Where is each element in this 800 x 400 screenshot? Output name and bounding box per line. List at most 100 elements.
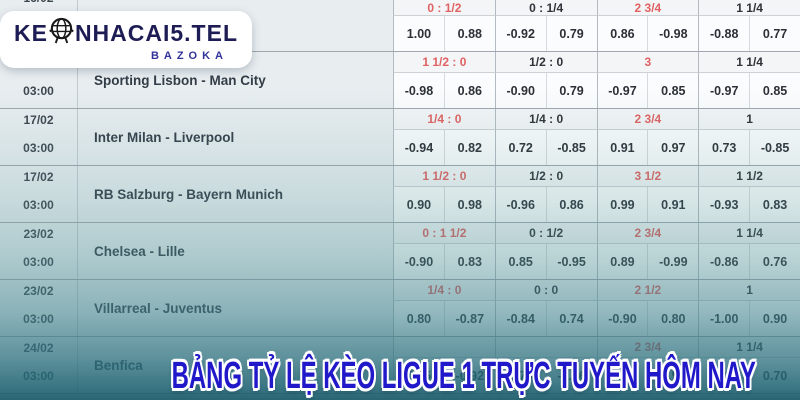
odds-cell[interactable]: 0.74	[545, 301, 597, 336]
odds-cell[interactable]: 0.82	[443, 130, 495, 165]
odds-cell[interactable]: -0.95	[545, 244, 597, 279]
odds-cell[interactable]: 0.86	[596, 16, 648, 51]
odds-cell[interactable]: -0.94	[393, 130, 444, 165]
odds-cell[interactable]: 0.72	[494, 130, 546, 165]
odds-cell[interactable]: -0.84	[494, 301, 546, 336]
odds-cell[interactable]: 0.90	[393, 187, 444, 222]
odds-cell[interactable]: 0.85	[393, 358, 444, 393]
site-logo[interactable]: KE NHACAI5.TEL BAZOKA	[0, 11, 252, 68]
odds-cell-label: 0.91	[661, 197, 686, 212]
odds-cell-label: 0.70	[762, 368, 788, 383]
brand-tagline: BAZOKA	[150, 50, 228, 62]
odds-cell[interactable]: 0.89	[596, 244, 648, 279]
date-cell: 23/02	[0, 223, 77, 244]
odds-cell[interactable]: -0.93	[698, 187, 750, 222]
time-cell: 03:00	[0, 244, 77, 279]
odds-cell-label: 0.97	[661, 140, 686, 155]
date-cell: 17/02	[0, 166, 77, 187]
match-name[interactable]: Villarreal - Juventus	[77, 280, 393, 336]
odds-cell[interactable]: 0.73	[698, 130, 750, 165]
odds-cell[interactable]: -0.86	[545, 358, 597, 393]
odds-cell[interactable]: 0.97	[647, 130, 699, 165]
odds-cell[interactable]: -0.98	[647, 16, 699, 51]
odds-cell[interactable]: 0.86	[443, 73, 495, 108]
odds-cell[interactable]: 0.85	[647, 73, 699, 108]
odds-cell[interactable]: 1.00	[393, 16, 444, 51]
odds-cell-label: 0.80	[406, 311, 432, 326]
odds-cell-label: 0.99	[610, 197, 635, 212]
odds-cell[interactable]: 0.88	[443, 16, 495, 51]
odds-cell[interactable]: 0.95	[647, 358, 699, 393]
odds-cell-label: 0.86	[610, 26, 635, 41]
odds-cell[interactable]: 0.98	[443, 187, 495, 222]
handicap-cell-label: 1 1/2	[736, 169, 763, 183]
odds-cell[interactable]: -0.92	[443, 358, 495, 393]
match-name[interactable]: Benfica	[77, 337, 393, 393]
odds-cell[interactable]: -0.90	[494, 73, 546, 108]
odds-cell[interactable]: -0.99	[647, 244, 699, 279]
odds-cell-label: -0.84	[506, 311, 535, 326]
odds-cell-label: 0.83	[457, 254, 482, 269]
odds-cell[interactable]: 0.77	[749, 16, 800, 51]
odds-cell[interactable]: 0.91	[647, 187, 699, 222]
odds-cell[interactable]: 0.79	[545, 73, 597, 108]
odds-cell-label: 0.73	[712, 140, 737, 155]
odds-cell[interactable]: -0.90	[393, 244, 444, 279]
odds-cell[interactable]: -1.00	[698, 301, 750, 336]
match-name[interactable]: Chelsea - Lille	[77, 223, 393, 279]
handicap-cell: 1 1/4	[698, 337, 800, 358]
odds-cell[interactable]: 0.70	[749, 358, 800, 393]
match-row: 23/02 03:00 Chelsea - Lille 0 : 1 1/2 0 : 1/…	[0, 222, 800, 279]
handicap-cell: 1	[698, 109, 800, 130]
odds-cell-label: 0.98	[457, 197, 482, 212]
odds-cell[interactable]: -0.80	[698, 358, 750, 393]
match-name[interactable]: RB Salzburg - Bayern Munich	[77, 166, 393, 222]
odds-cell[interactable]: 0.95	[596, 358, 648, 393]
odds-cell[interactable]: -0.85	[749, 130, 800, 165]
odds-cell[interactable]: -0.92	[494, 16, 546, 51]
odds-cell[interactable]: 0.85	[749, 73, 800, 108]
odds-cell[interactable]: -0.98	[393, 73, 444, 108]
time-cell-label: 03:00	[23, 311, 54, 326]
handicap-cell-label: 1/2 : 0	[529, 55, 564, 69]
odds-cell[interactable]: 0.76	[494, 358, 546, 393]
odds-cell-label: 0.80	[661, 311, 686, 326]
odds-cell[interactable]: -0.96	[494, 187, 546, 222]
handicap-cell: 2 3/4	[596, 223, 699, 244]
odds-cell[interactable]: 0.90	[749, 301, 800, 336]
handicap-cell-label: 1	[746, 283, 753, 297]
odds-cell[interactable]: 0.76	[749, 244, 800, 279]
odds-cell[interactable]: 0.83	[443, 244, 495, 279]
odds-cell[interactable]: 0.80	[647, 301, 699, 336]
odds-cell[interactable]: -0.97	[596, 73, 648, 108]
match-row: 23/02 03:00 Villarreal - Juventus 1/4 : 0 0 …	[0, 279, 800, 336]
odds-cell[interactable]: 0.85	[494, 244, 546, 279]
time-cell: 03:00	[0, 358, 77, 393]
handicap-cell-label: 1/2 : 0	[529, 169, 564, 183]
odds-cell[interactable]: -0.97	[698, 73, 750, 108]
date-cell-label: 16/02	[23, 0, 53, 5]
odds-cell[interactable]: 0.80	[393, 301, 444, 336]
odds-cell-label: 0.72	[508, 140, 533, 155]
handicap-cell-label: 1 1/4	[736, 55, 763, 69]
odds-cell[interactable]: -0.86	[698, 244, 750, 279]
brand-name-pre: KE	[13, 20, 48, 46]
handicap-cell: 3 1/2	[596, 166, 699, 187]
odds-cell[interactable]: 0.79	[545, 16, 597, 51]
odds-cell-label: -0.86	[709, 254, 739, 269]
odds-cell[interactable]: -0.87	[443, 301, 495, 336]
odds-cell[interactable]: 0.83	[749, 187, 800, 222]
match-name[interactable]: Inter Milan - Liverpool	[77, 109, 393, 165]
odds-cell[interactable]: 0.91	[596, 130, 648, 165]
globe-mascot-icon	[48, 17, 75, 49]
handicap-cell-label: 2 3/4	[634, 0, 662, 15]
match-row: 24/02 03:00 Benfica 2 3/4 1 1/4 0.85 -0.92 0.76…	[0, 336, 800, 393]
handicap-cell-label: 0 : 1/4	[529, 0, 564, 15]
odds-cell[interactable]: 0.99	[596, 187, 648, 222]
odds-cell-label: 1.00	[406, 26, 432, 41]
odds-cell[interactable]: -0.88	[698, 16, 750, 51]
odds-cell[interactable]: -0.90	[596, 301, 648, 336]
odds-cell[interactable]: -0.85	[545, 130, 597, 165]
odds-cell[interactable]: 0.86	[545, 187, 597, 222]
odds-cell-label: -0.94	[404, 140, 434, 155]
